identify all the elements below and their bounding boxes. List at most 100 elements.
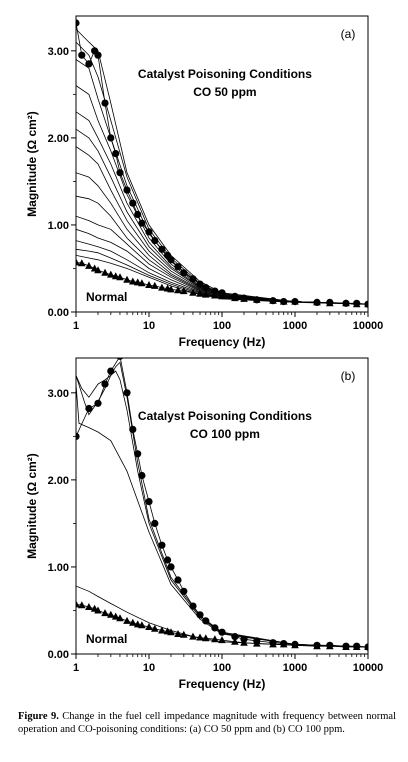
triangle-marker [101, 609, 109, 617]
figure: 1 10 100 1000 10000 0.00 1.00 2.00 3.00 (a) Cata… [25, 15, 384, 691]
series-line-b-2 [76, 361, 368, 648]
panel-a: 1 10 100 1000 10000 0.00 1.00 2.00 3.00 (a) Cata… [25, 15, 384, 349]
triangle-marker [211, 635, 219, 643]
triangle-marker [85, 261, 93, 269]
triangle-marker [352, 300, 361, 308]
triangle-marker [138, 621, 146, 629]
x-axis-label-a: Frequency (Hz) [179, 335, 266, 349]
triangle-marker [202, 290, 210, 298]
triangle-marker [180, 287, 188, 295]
circle-marker [180, 587, 188, 595]
circle-marker [151, 519, 159, 528]
triangle-marker [342, 643, 350, 650]
circle-marker [174, 576, 182, 584]
y-axis-label-b: Magnitude (Ω cm²) [25, 453, 39, 559]
triangle-marker [174, 286, 182, 294]
circle-marker [158, 541, 166, 549]
y-tick-label: 3.00 [48, 46, 69, 58]
circle-marker [85, 60, 93, 68]
circle-marker [116, 358, 124, 360]
circle-marker [123, 389, 131, 397]
triangle-marker [218, 292, 226, 300]
triangle-marker [180, 630, 188, 638]
circle-marker [78, 51, 86, 59]
triangle-marker [129, 618, 137, 626]
caption-text: Change in the fuel cell impedance magnit… [18, 711, 396, 735]
ticks-b: 1 10 100 1000 10000 0.00 1.00 2.00 3.00 [48, 388, 384, 674]
series-line-a-8 [76, 172, 368, 305]
triangle-marker [231, 294, 239, 302]
x-tick-label: 1 [73, 662, 79, 674]
circle-marker [101, 380, 109, 388]
x-tick-label: 1000 [283, 320, 307, 332]
triangle-marker [196, 289, 204, 297]
triangle-marker [364, 643, 368, 650]
triangle-marker [167, 285, 175, 293]
triangle-marker [76, 600, 80, 608]
triangle-marker [279, 297, 288, 305]
triangle-marker [291, 641, 299, 649]
triangle-marker [78, 259, 86, 267]
x-tick-label: 100 [213, 662, 231, 674]
triangle-marker [111, 612, 120, 620]
ticks-a: 1 10 100 1000 10000 0.00 1.00 2.00 3.00 [48, 46, 384, 332]
triangle-marker [326, 299, 334, 307]
y-tick-label: 1.00 [48, 562, 69, 574]
circle-marker [123, 186, 131, 194]
triangle-marker [174, 630, 182, 637]
circle-marker [145, 498, 153, 506]
triangle-marker [189, 632, 197, 640]
series-line-b-0 [76, 358, 368, 648]
circle-marker [94, 399, 102, 407]
triangle-marker [313, 642, 321, 650]
series-line-b-1 [76, 370, 368, 648]
triangle-marker [342, 299, 350, 307]
triangle-marker [253, 295, 261, 303]
y-tick-label: 1.00 [48, 220, 69, 232]
y-tick-label: 3.00 [48, 388, 69, 400]
triangle-marker [231, 637, 239, 645]
triangle-marker [111, 272, 120, 280]
triangle-marker [85, 603, 93, 610]
panel-label-a: (a) [341, 27, 356, 41]
circle-marker [101, 99, 109, 107]
triangle-marker [76, 258, 80, 266]
triangle-marker [94, 266, 102, 274]
caption-label: Figure 9. [18, 711, 59, 722]
y-axis-label-a: Magnitude (Ω cm²) [25, 111, 39, 217]
annotation-concentration-b: CO 100 ppm [190, 427, 260, 441]
triangle-marker [326, 642, 334, 650]
figure-caption: Figure 9. Change in the fuel cell impeda… [18, 710, 396, 736]
x-tick-label: 1000 [283, 662, 307, 674]
x-tick-label: 10 [143, 662, 155, 674]
triangle-marker [269, 296, 277, 304]
series-line-b-3 [76, 384, 368, 648]
series-line-a-4 [76, 85, 368, 305]
triangle-marker [189, 288, 197, 296]
x-tick-label: 100 [213, 320, 231, 332]
triangle-marker [158, 283, 166, 291]
triangle-marker [364, 300, 368, 308]
triangle-marker [107, 270, 115, 278]
triangle-marker [145, 281, 153, 288]
triangle-marker [253, 639, 261, 647]
triangle-marker [352, 643, 361, 650]
y-tick-label: 0.00 [48, 649, 69, 661]
circle-marker [164, 556, 172, 564]
circle-marker [167, 563, 175, 571]
plot-area-a [76, 19, 368, 308]
normal-label-a: Normal [86, 290, 127, 304]
triangle-marker [138, 279, 146, 287]
triangle-marker [107, 610, 115, 618]
triangle-marker [94, 606, 102, 614]
triangle-marker [269, 640, 277, 648]
circle-marker [76, 432, 80, 440]
y-tick-label: 0.00 [48, 307, 69, 319]
x-axis-label-b: Frequency (Hz) [179, 677, 266, 691]
triangle-marker [123, 616, 131, 624]
triangle-marker [145, 623, 153, 630]
annotation-concentration-a: CO 50 ppm [193, 85, 256, 99]
triangle-marker [151, 624, 159, 632]
triangle-marker [313, 298, 321, 306]
triangle-marker [116, 614, 124, 622]
